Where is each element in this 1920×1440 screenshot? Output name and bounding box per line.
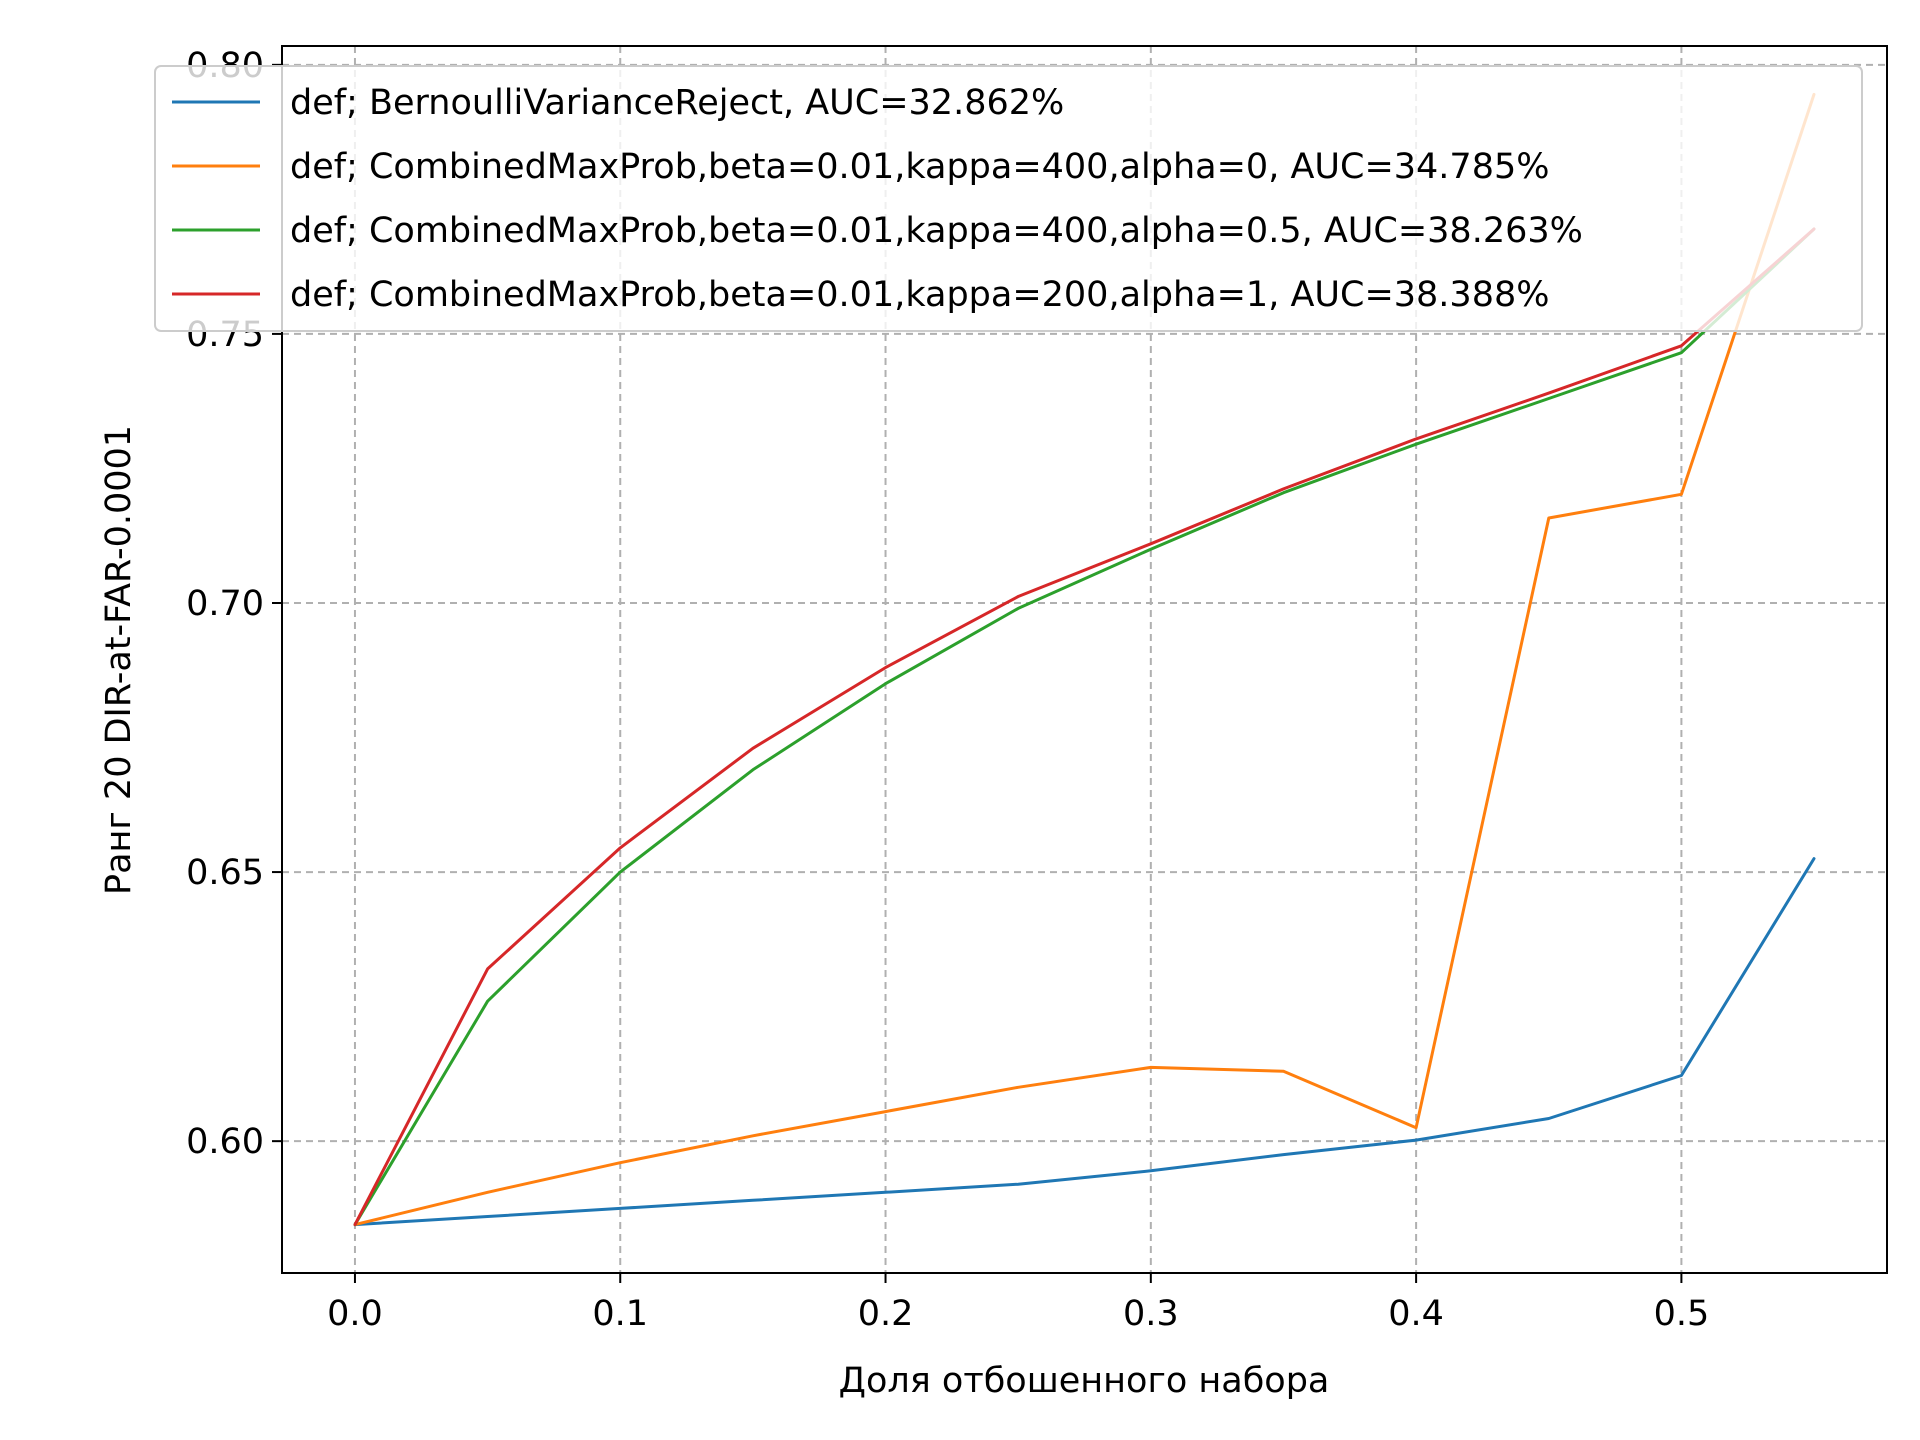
x-tick-label: 0.5: [1654, 1294, 1710, 1334]
series-line-1: [353, 857, 1816, 1227]
series-line-2: [353, 92, 1816, 1227]
y-tick-label: 0.60: [186, 1122, 264, 1162]
x-tick-label: 0.4: [1388, 1294, 1444, 1334]
y-tick-label: 0.70: [186, 584, 264, 624]
x-axis: 0.0 0.1 0.2 0.3 0.4 0.5: [327, 1273, 1709, 1334]
y-tick-label: 0.65: [186, 853, 264, 893]
legend-entry-label: def; CombinedMaxProb,beta=0.01,kappa=400…: [290, 147, 1550, 187]
x-tick-label: 0.0: [327, 1294, 383, 1334]
plot-frame: [281, 45, 1888, 1274]
legend-box: [154, 65, 1863, 332]
series-line-4: [353, 227, 1816, 1227]
series-lines: [353, 92, 1816, 1227]
y-axis-label: Ранг 20 DIR-at-FAR-0.0001: [99, 425, 139, 895]
legend-entry-label: def; CombinedMaxProb,beta=0.01,kappa=400…: [290, 211, 1583, 251]
legend-entry-label: def; CombinedMaxProb,beta=0.01,kappa=200…: [290, 275, 1550, 315]
legend-entry-label: def; BernoulliVarianceReject, AUC=32.862…: [290, 83, 1064, 123]
x-tick-label: 0.1: [592, 1294, 648, 1334]
x-tick-label: 0.2: [858, 1294, 914, 1334]
x-axis-label: Доля отбошенного набора: [839, 1361, 1330, 1401]
series-line-3: [353, 227, 1816, 1227]
x-tick-label: 0.3: [1123, 1294, 1179, 1334]
legend: def; BernoulliVarianceReject, AUC=32.862…: [154, 65, 1863, 332]
